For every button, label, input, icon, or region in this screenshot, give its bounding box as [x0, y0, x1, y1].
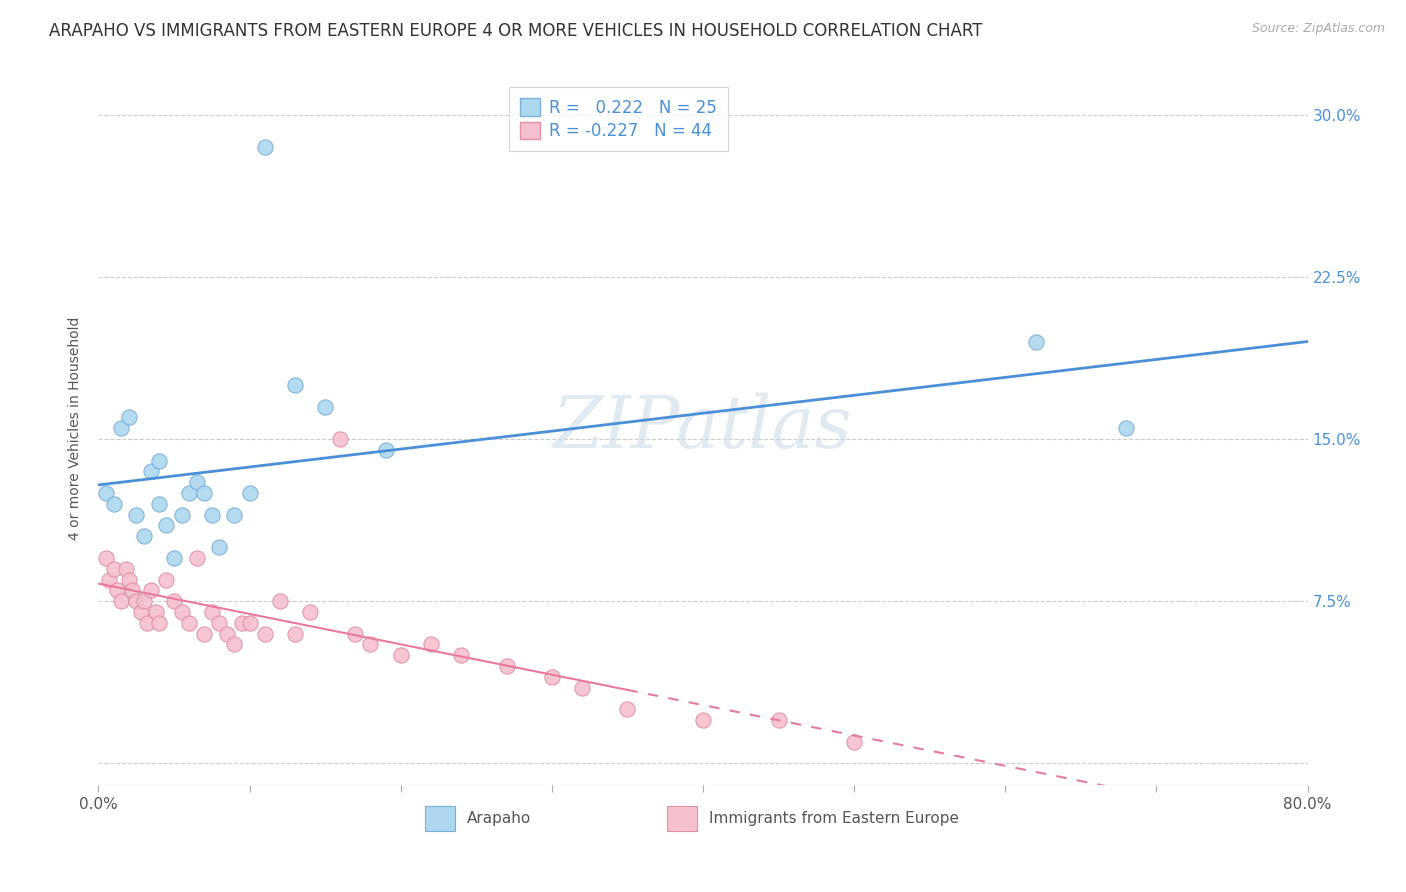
Point [170, 508, 193, 522]
Point [129, 605, 152, 619]
Point [844, 735, 866, 749]
Point [208, 540, 231, 554]
Point [110, 594, 132, 608]
Point [768, 713, 790, 727]
Point [103, 497, 125, 511]
Point [118, 573, 141, 587]
Point [374, 442, 396, 457]
Point [344, 626, 367, 640]
Point [208, 615, 231, 630]
Point [132, 529, 155, 543]
Point [231, 615, 253, 630]
Point [155, 573, 177, 587]
Point [239, 486, 262, 500]
Point [155, 518, 177, 533]
Point [148, 497, 170, 511]
Point [125, 594, 148, 608]
Point [141, 583, 163, 598]
Point [179, 486, 201, 500]
Point [540, 670, 562, 684]
Point [215, 626, 238, 640]
Point [163, 550, 186, 565]
Point [132, 594, 155, 608]
Point [186, 475, 208, 490]
Point [170, 605, 193, 619]
Point [193, 486, 215, 500]
Point [201, 508, 224, 522]
Point [253, 626, 276, 640]
Y-axis label: 4 or more Vehicles in Household: 4 or more Vehicles in Household [69, 317, 83, 540]
Point [450, 648, 472, 663]
Point [118, 410, 141, 425]
Point [94, 550, 117, 565]
Text: Immigrants from Eastern Europe: Immigrants from Eastern Europe [709, 812, 959, 826]
Point [329, 432, 352, 446]
Point [105, 583, 128, 598]
Point [125, 508, 148, 522]
Point [284, 378, 307, 392]
Point [121, 583, 143, 598]
Point [110, 421, 132, 435]
Point [193, 626, 215, 640]
Point [495, 659, 517, 673]
Point [148, 453, 170, 467]
Point [135, 615, 157, 630]
Point [284, 626, 307, 640]
Point [389, 648, 412, 663]
Point [692, 713, 714, 727]
Point [314, 400, 336, 414]
Point [114, 562, 136, 576]
Point [148, 615, 170, 630]
Point [420, 637, 443, 651]
Text: ZIPatlas: ZIPatlas [553, 392, 853, 464]
Point [269, 594, 291, 608]
Text: Arapaho: Arapaho [467, 812, 531, 826]
Point [145, 605, 167, 619]
Point [186, 550, 208, 565]
Bar [425, 806, 456, 831]
Text: Source: ZipAtlas.com: Source: ZipAtlas.com [1251, 22, 1385, 36]
Point [299, 605, 322, 619]
Point [571, 681, 593, 695]
Bar [666, 806, 697, 831]
Point [1115, 421, 1137, 435]
Point [201, 605, 224, 619]
Point [360, 637, 382, 651]
Point [616, 702, 638, 716]
Point [103, 562, 125, 576]
Point [98, 573, 121, 587]
Point [239, 615, 262, 630]
Point [224, 508, 246, 522]
Point [253, 140, 276, 154]
Text: ARAPAHO VS IMMIGRANTS FROM EASTERN EUROPE 4 OR MORE VEHICLES IN HOUSEHOLD CORREL: ARAPAHO VS IMMIGRANTS FROM EASTERN EUROP… [49, 22, 983, 40]
Point [179, 615, 201, 630]
Point [163, 594, 186, 608]
Point [141, 464, 163, 478]
Point [94, 486, 117, 500]
Point [224, 637, 246, 651]
Legend: R =   0.222   N = 25, R = -0.227   N = 44: R = 0.222 N = 25, R = -0.227 N = 44 [509, 87, 728, 152]
Point [1024, 334, 1046, 349]
